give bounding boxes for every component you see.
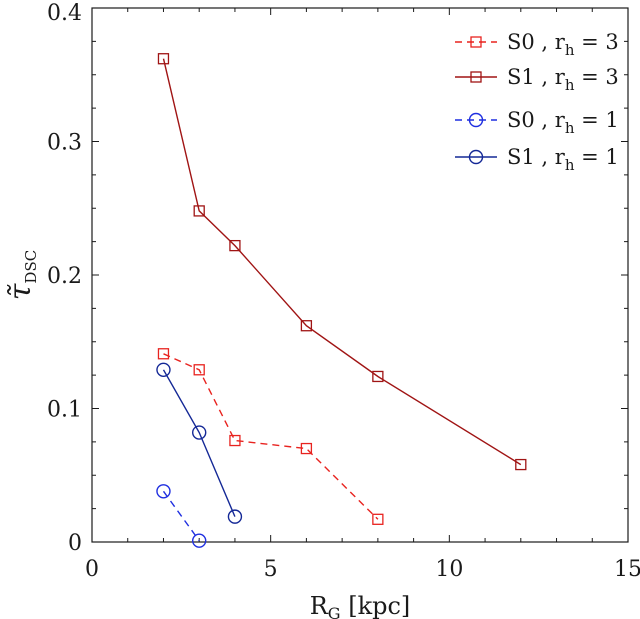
x-axis-label: RG [kpc]: [310, 592, 411, 619]
legend-label-tail: = 3: [574, 30, 618, 54]
legend-label: S0 , rh = 1: [507, 108, 619, 137]
legend-marker: [468, 112, 484, 128]
y-axis-label-main: τ̃: [3, 283, 38, 300]
x-axis-label-unit: [kpc]: [341, 592, 411, 619]
data-point: [229, 434, 241, 447]
legend-label-main: S0 , r: [507, 108, 566, 132]
x-tick-label: 0: [85, 557, 99, 582]
legend-marker: [470, 71, 482, 83]
legend-label: S0 , rh = 3: [507, 30, 619, 59]
data-point: [191, 425, 207, 440]
data-point: [157, 348, 170, 360]
y-tick-label: 0.1: [47, 398, 82, 423]
data-point: [372, 513, 384, 525]
y-tick-label: 0.2: [47, 264, 82, 289]
data-point: [157, 53, 170, 65]
x-axis-label-main: R: [310, 592, 329, 619]
legend-entry-3: S1 , rh = 1: [455, 145, 619, 174]
data-point: [191, 533, 207, 548]
legend-marker: [470, 36, 482, 48]
legend-marker: [468, 149, 484, 165]
y-axis-label-sub: DSC: [22, 250, 40, 284]
series-1: [157, 53, 527, 471]
x-tick-label: 10: [435, 557, 463, 582]
y-tick-label: 0: [68, 531, 82, 556]
legend-entry-2: S0 , rh = 1: [455, 108, 619, 137]
legend-label-tail: = 1: [574, 145, 618, 169]
series-3: [156, 362, 243, 524]
data-point: [300, 442, 313, 455]
legend-label-tail: = 1: [574, 108, 618, 132]
series-line: [162, 490, 200, 542]
data-point: [193, 205, 205, 217]
legend-label: S1 , rh = 1: [507, 145, 619, 174]
y-tick-label: 0.3: [47, 131, 82, 156]
series-0: [157, 348, 384, 525]
x-tick-label: 5: [264, 557, 278, 582]
legend-label: S1 , rh = 3: [507, 65, 619, 94]
series-layer: [156, 53, 527, 548]
y-tick-label: 0.4: [47, 1, 82, 26]
y-axis-label: τ̃DSC: [3, 250, 40, 300]
legend-label-sub: h: [565, 41, 575, 59]
series-2: [156, 484, 207, 548]
legend-label-main: S1 , r: [507, 145, 566, 169]
legend-label-tail: = 3: [574, 65, 618, 89]
legend-label-sub: h: [565, 76, 575, 94]
series-line: [162, 58, 522, 466]
legend-entry-0: S0 , rh = 3: [455, 30, 619, 59]
data-point: [229, 239, 241, 252]
data-point: [193, 364, 205, 376]
x-axis-label-sub: G: [328, 604, 341, 619]
x-tick-label: 15: [614, 557, 640, 582]
data-point: [372, 370, 384, 383]
legend-label-sub: h: [565, 119, 575, 137]
legend-label-main: S0 , r: [507, 30, 566, 54]
legend: S0 , rh = 3S1 , rh = 3S0 , rh = 1S1 , rh…: [455, 30, 619, 174]
legend-label-sub: h: [565, 156, 575, 174]
data-point: [156, 362, 171, 377]
legend-label-main: S1 , r: [507, 65, 566, 89]
data-point: [515, 458, 527, 471]
axes: 0 5 10 15 0 0.1 0.2 0.3 0.4 RG [kpc] τ̃DSC: [3, 1, 640, 619]
data-point: [227, 509, 243, 524]
legend-entry-1: S1 , rh = 3: [455, 65, 619, 94]
series-line: [162, 369, 236, 517]
series-line: [163, 353, 379, 520]
data-point: [300, 320, 313, 332]
data-point: [156, 484, 171, 499]
